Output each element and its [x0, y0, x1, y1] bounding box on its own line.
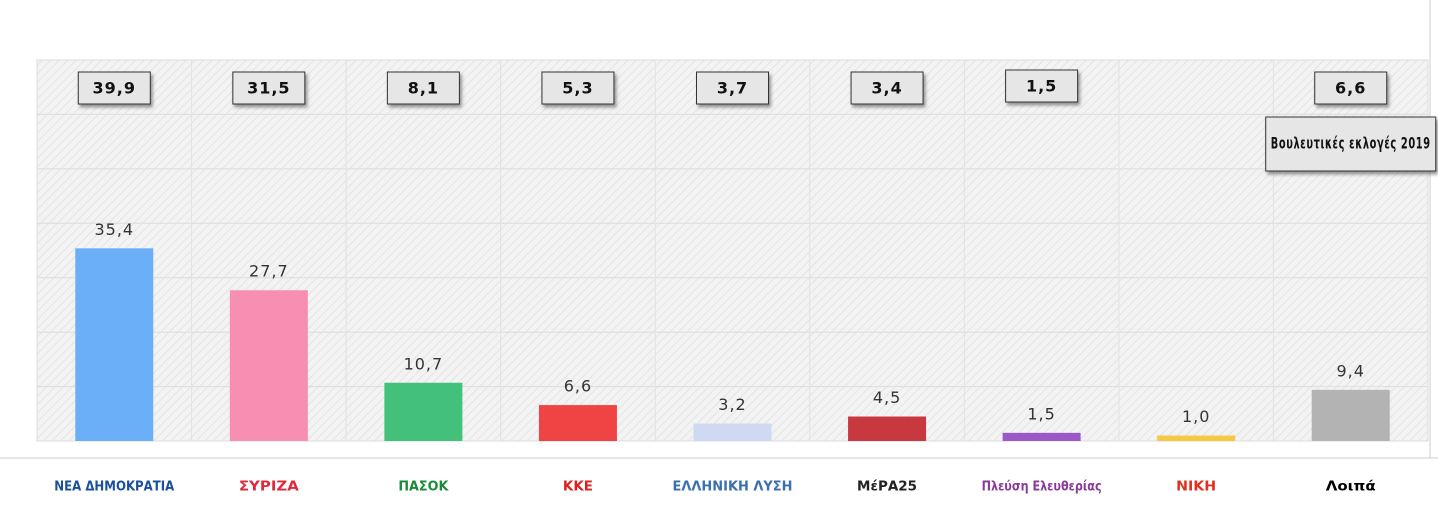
category-label: Πλεύση Ελευθερίας	[982, 480, 1102, 495]
previous-result-label: 31,5	[247, 79, 290, 98]
value-label: 9,4	[1336, 361, 1364, 380]
bar	[1157, 435, 1236, 441]
previous-result-label: 1,5	[1026, 77, 1057, 96]
value-label: 35,4	[94, 220, 134, 239]
value-label: 3,2	[718, 395, 746, 414]
category-label: ΝΙΚΗ	[1176, 480, 1216, 495]
previous-result-box	[696, 71, 769, 105]
previous-result-box	[1314, 71, 1388, 105]
bar	[229, 290, 308, 441]
previous-result-label: 6,6	[1335, 79, 1366, 98]
value-label: 6,6	[564, 377, 592, 396]
bar	[75, 248, 154, 441]
previous-result-box	[77, 71, 151, 105]
value-label: 4,5	[873, 388, 901, 407]
previous-result-label: 8,1	[408, 79, 439, 98]
bar	[1002, 432, 1081, 441]
previous-result-box	[1005, 69, 1079, 103]
value-label: 27,7	[249, 262, 289, 281]
previous-result-box	[850, 71, 924, 105]
legend-box	[1265, 116, 1437, 172]
legend-label: Βουλευτικές εκλογές 2019	[1271, 134, 1431, 153]
category-label: ΠΑΣΟΚ	[398, 480, 449, 495]
previous-result-label: 39,9	[93, 79, 136, 98]
previous-result-box	[386, 71, 460, 105]
category-label: ΚΚΕ	[563, 480, 593, 495]
previous-result-label: 3,7	[717, 79, 748, 98]
bar	[384, 382, 463, 441]
bar	[693, 423, 772, 441]
category-label: ΝΕΑ ΔΗΜΟΚΡΑΤΙΑ	[54, 480, 174, 495]
previous-result-box	[541, 71, 615, 105]
previous-result-box	[232, 71, 306, 105]
bar	[538, 405, 617, 441]
previous-result-label: 5,3	[562, 79, 593, 98]
value-label: 1,5	[1027, 404, 1055, 423]
category-label: ΣΥΡΙΖΑ	[239, 480, 299, 495]
category-label: ΕΛΛΗΝΙΚΗ ΛΥΣΗ	[673, 480, 793, 495]
value-label: 1,0	[1182, 407, 1210, 426]
category-label: Λοιπά	[1326, 480, 1376, 495]
category-label: ΜέΡΑ25	[857, 480, 917, 495]
bar	[1311, 389, 1390, 441]
value-label: 10,7	[404, 354, 444, 373]
bar	[848, 416, 927, 441]
previous-result-label: 3,4	[871, 79, 902, 98]
